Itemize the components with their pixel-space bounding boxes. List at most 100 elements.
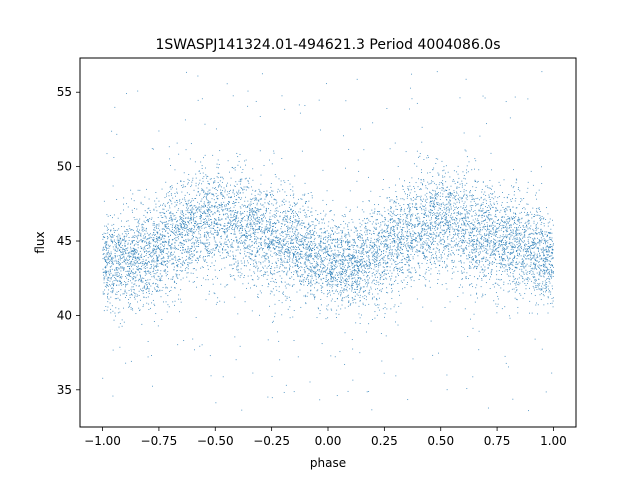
data-point xyxy=(162,212,164,214)
data-point xyxy=(319,276,321,277)
data-point xyxy=(235,199,237,201)
data-point xyxy=(163,260,165,262)
data-point xyxy=(439,232,441,234)
data-point xyxy=(450,193,452,194)
data-point xyxy=(364,290,366,292)
data-point xyxy=(142,263,144,265)
data-point xyxy=(324,231,326,233)
data-point xyxy=(551,372,553,374)
data-point xyxy=(248,182,250,184)
data-point xyxy=(453,260,455,262)
data-point xyxy=(429,212,431,214)
data-point xyxy=(144,262,146,264)
data-point xyxy=(391,258,393,259)
data-point xyxy=(419,239,421,240)
data-point xyxy=(202,242,204,244)
data-point xyxy=(227,239,229,241)
data-point xyxy=(207,222,209,224)
data-point xyxy=(279,216,281,218)
data-point xyxy=(372,256,374,258)
data-point xyxy=(182,210,183,212)
data-point xyxy=(359,235,361,237)
data-point xyxy=(243,245,245,247)
data-point xyxy=(500,225,502,226)
data-point xyxy=(356,264,358,266)
data-point xyxy=(232,95,234,97)
data-point xyxy=(376,247,378,248)
data-point xyxy=(302,273,304,275)
data-point xyxy=(460,214,462,216)
data-point xyxy=(336,225,337,227)
data-point xyxy=(295,204,297,206)
data-point xyxy=(240,178,242,180)
data-point xyxy=(284,244,286,246)
data-point xyxy=(384,307,386,308)
data-point xyxy=(444,231,446,233)
data-point xyxy=(478,214,480,216)
data-point xyxy=(458,229,460,231)
data-point xyxy=(469,275,471,276)
data-point xyxy=(318,269,320,271)
data-point xyxy=(458,231,460,233)
data-point xyxy=(468,254,469,256)
data-point xyxy=(328,272,330,274)
data-point xyxy=(267,246,269,248)
data-point xyxy=(329,271,331,273)
data-point xyxy=(383,257,385,259)
data-point xyxy=(168,306,170,308)
data-point xyxy=(270,225,272,227)
data-point xyxy=(396,224,398,226)
data-point xyxy=(446,374,448,376)
data-point xyxy=(247,246,249,247)
data-point xyxy=(278,178,280,180)
data-point xyxy=(224,286,226,288)
data-point xyxy=(348,234,350,236)
data-point xyxy=(268,282,269,284)
data-point xyxy=(252,228,254,230)
data-point xyxy=(108,277,110,279)
data-point xyxy=(420,239,422,241)
data-point xyxy=(267,238,269,240)
data-point xyxy=(473,200,475,202)
data-point xyxy=(304,212,306,214)
data-point xyxy=(385,219,387,221)
data-point xyxy=(233,210,234,212)
data-point xyxy=(299,280,301,282)
data-point xyxy=(261,230,263,232)
data-point xyxy=(524,229,526,231)
data-point xyxy=(552,271,554,273)
data-point xyxy=(238,230,240,232)
data-point xyxy=(145,288,147,290)
data-point xyxy=(267,202,269,204)
data-point xyxy=(348,222,350,224)
data-point xyxy=(351,254,353,256)
data-point xyxy=(373,259,375,261)
data-point xyxy=(150,211,151,213)
data-point xyxy=(159,243,161,245)
data-point xyxy=(190,205,192,206)
data-point xyxy=(216,196,218,197)
data-point xyxy=(223,243,225,245)
data-point xyxy=(210,252,212,254)
data-point xyxy=(351,290,353,292)
data-point xyxy=(457,212,459,214)
data-point xyxy=(423,251,425,253)
data-point xyxy=(355,279,357,281)
data-point xyxy=(215,241,217,243)
data-point xyxy=(437,279,439,280)
data-point xyxy=(134,280,136,282)
data-point xyxy=(505,207,506,209)
data-point xyxy=(182,265,184,266)
data-point xyxy=(271,196,273,198)
data-point xyxy=(237,263,239,265)
data-point xyxy=(538,239,540,241)
data-point xyxy=(368,267,370,269)
data-point xyxy=(235,261,237,263)
data-point xyxy=(306,278,308,280)
data-point xyxy=(272,273,274,275)
data-point xyxy=(320,290,322,291)
data-point xyxy=(256,209,258,211)
data-point xyxy=(273,294,275,296)
data-point xyxy=(386,197,388,199)
data-point xyxy=(257,249,259,251)
